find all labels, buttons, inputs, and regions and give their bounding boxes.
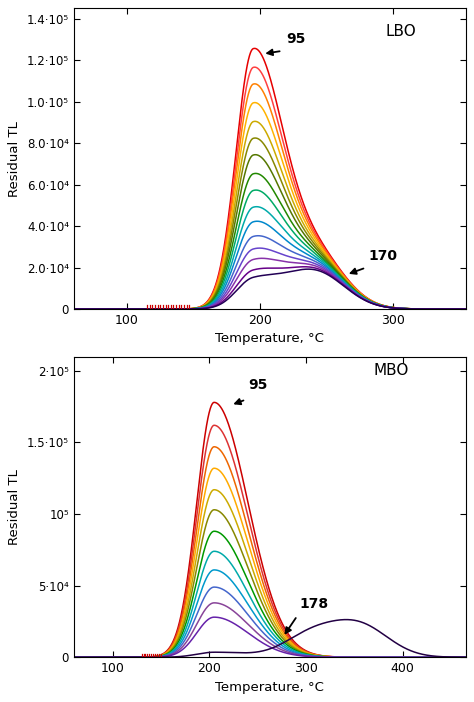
Text: 170: 170 <box>369 249 398 263</box>
Text: MBO: MBO <box>374 363 409 378</box>
Y-axis label: Residual TL: Residual TL <box>9 121 21 197</box>
X-axis label: Temperature, °C: Temperature, °C <box>215 333 324 345</box>
Text: 95: 95 <box>286 32 306 46</box>
Text: LBO: LBO <box>386 25 417 39</box>
Y-axis label: Residual TL: Residual TL <box>9 469 21 545</box>
X-axis label: Temperature, °C: Temperature, °C <box>215 681 324 694</box>
Text: 178: 178 <box>299 597 328 611</box>
Text: 95: 95 <box>248 378 267 392</box>
